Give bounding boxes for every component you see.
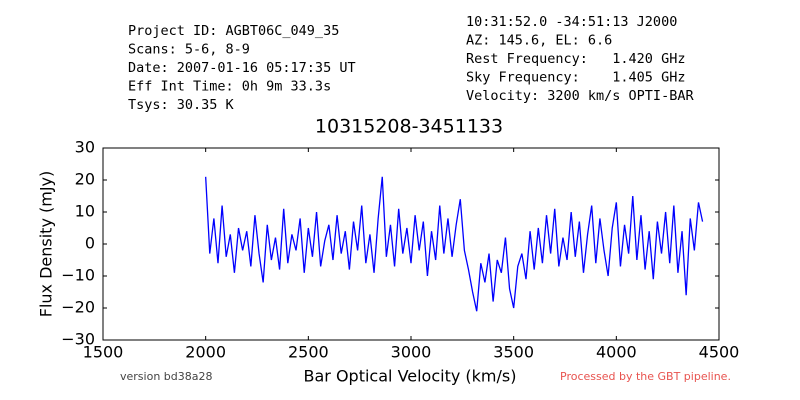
y-tick-label: 20 bbox=[75, 170, 95, 189]
header-line: Tsys: 30.35 K bbox=[128, 97, 235, 113]
x-tick-label: 4000 bbox=[596, 343, 637, 362]
plot-frame bbox=[102, 147, 720, 341]
y-tick-label: −20 bbox=[61, 298, 95, 317]
x-tick-label: 2500 bbox=[288, 343, 329, 362]
version-note: version bd38a28 bbox=[120, 370, 213, 383]
header-line: Date: 2007-01-16 05:17:35 UT bbox=[128, 60, 356, 76]
spectrum-line bbox=[205, 176, 704, 312]
x-tick-label: 3500 bbox=[493, 343, 534, 362]
header-line: Eff Int Time: 0h 9m 33.3s bbox=[128, 79, 331, 95]
x-tick-label: 2000 bbox=[185, 343, 226, 362]
header-line: Project ID: AGBT06C_049_35 bbox=[128, 23, 339, 39]
y-tick-label: 0 bbox=[85, 234, 95, 253]
y-tick-label: 10 bbox=[75, 202, 95, 221]
y-tick-label: −30 bbox=[61, 330, 95, 349]
x-tick-label: 3000 bbox=[391, 343, 432, 362]
header-line: Velocity: 3200 km/s OPTI-BAR bbox=[466, 88, 694, 104]
y-tick-label: 30 bbox=[75, 138, 95, 157]
y-axis-label: Flux Density (mJy) bbox=[37, 171, 56, 318]
header-line: Scans: 5-6, 8-9 bbox=[128, 42, 250, 58]
pipeline-note: Processed by the GBT pipeline. bbox=[560, 370, 731, 383]
y-tick-label: −10 bbox=[61, 266, 95, 285]
chart-title: 10315208-3451133 bbox=[315, 116, 503, 138]
header-line: AZ: 145.6, EL: 6.6 bbox=[466, 33, 612, 49]
x-tick-label: 1500 bbox=[83, 343, 124, 362]
header-left: Project ID: AGBT06C_049_35 Scans: 5-6, 8-… bbox=[128, 23, 356, 113]
header-right: 10:31:52.0 -34:51:13 J2000 AZ: 145.6, EL:… bbox=[466, 14, 694, 104]
header-line: Rest Frequency: 1.420 GHz bbox=[466, 51, 685, 67]
x-axis-label: Bar Optical Velocity (km/s) bbox=[304, 367, 517, 386]
header-line: 10:31:52.0 -34:51:13 J2000 bbox=[466, 14, 677, 30]
x-tick-label: 4500 bbox=[699, 343, 740, 362]
header-line: Sky Frequency: 1.405 GHz bbox=[466, 70, 685, 86]
